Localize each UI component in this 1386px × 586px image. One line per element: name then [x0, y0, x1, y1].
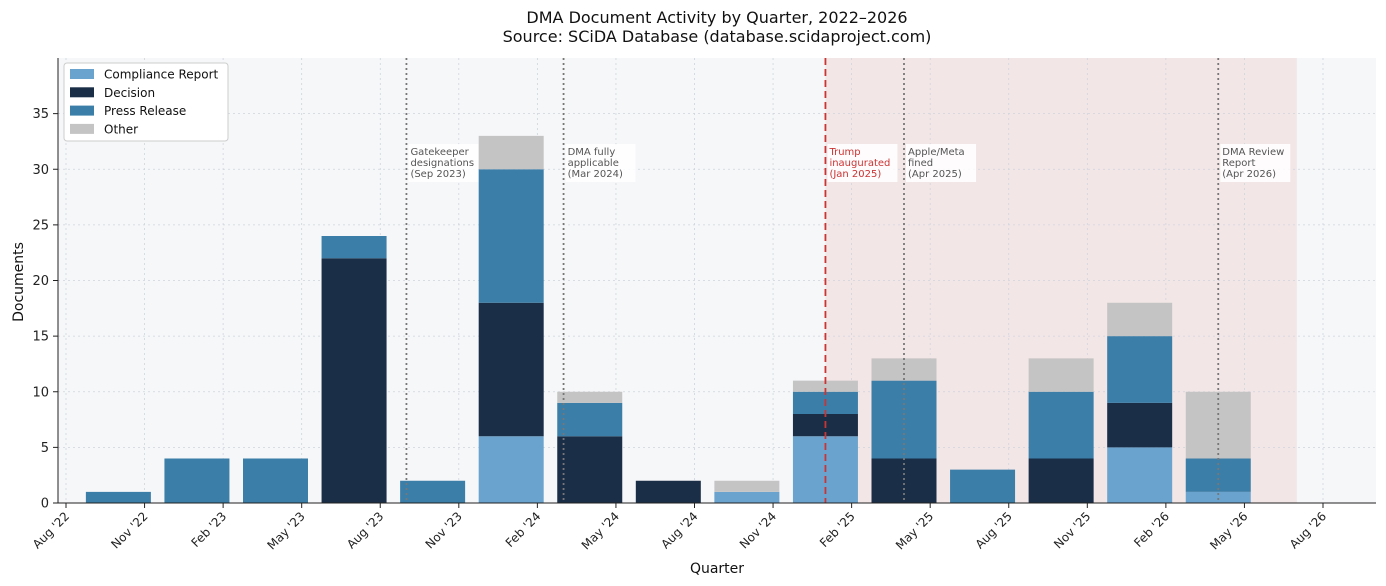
x-tick-label: Nov '23: [423, 509, 465, 551]
bar-press-release: [557, 402, 623, 437]
event-label: (Apr 2026): [1222, 169, 1276, 180]
bar-decision: [1107, 402, 1173, 448]
event-label: DMA fully: [568, 147, 616, 158]
legend-label: Decision: [104, 86, 155, 100]
event-label: Gatekeeper: [410, 147, 469, 158]
bar-press-release: [950, 469, 1016, 503]
bar-other: [478, 135, 544, 170]
bar-press-release: [243, 458, 308, 503]
event-label-bg: [906, 144, 976, 182]
y-tick-label: 15: [32, 330, 49, 345]
bar-other: [792, 380, 858, 392]
event-label: applicable: [568, 158, 619, 169]
bar-other: [557, 391, 623, 403]
bar-press-release: [478, 169, 544, 303]
x-tick-label: Aug '22: [30, 509, 72, 551]
legend-swatch: [70, 105, 94, 116]
event-label-bg: [408, 144, 479, 182]
x-tick-label: May '26: [1207, 509, 1250, 552]
x-tick-label: May '25: [893, 509, 936, 552]
legend-swatch: [70, 69, 94, 79]
x-tick-label: Feb '23: [188, 509, 229, 550]
bar-decision: [871, 458, 937, 503]
y-tick-label: 25: [32, 218, 49, 233]
y-tick-label: 30: [32, 163, 49, 178]
x-tick-label: May '24: [579, 509, 622, 552]
x-tick-label: Nov '25: [1051, 509, 1093, 551]
legend-box: [63, 62, 229, 142]
legend-swatch: [70, 87, 94, 98]
event-label-bg: [1220, 144, 1291, 182]
bar-compliance-report: [1185, 491, 1251, 503]
bar-decision: [1028, 458, 1094, 503]
event-label-bg: [827, 144, 898, 182]
bar-decision: [635, 480, 701, 503]
y-tick-label: 5: [41, 441, 49, 456]
x-axis-label: Quarter: [690, 561, 744, 577]
legend-swatch: [70, 123, 94, 134]
bar-press-release: [164, 458, 230, 503]
event-label: Trump: [828, 147, 860, 158]
y-tick-label: 10: [32, 385, 49, 400]
bar-press-release: [85, 491, 151, 503]
x-tick-label: Feb '24: [503, 509, 544, 550]
event-label: DMA Review: [1222, 147, 1284, 158]
bar-press-release: [1028, 391, 1094, 459]
x-tick-label: Nov '22: [108, 509, 150, 551]
y-tick-label: 0: [41, 497, 49, 512]
bar-decision: [321, 258, 387, 503]
bar-press-release: [400, 480, 466, 503]
chart-subtitle: Source: SCiDA Database (database.scidapr…: [503, 27, 932, 46]
bar-decision: [478, 302, 544, 437]
chart-title: DMA Document Activity by Quarter, 2022–2…: [526, 8, 907, 27]
x-tick-label: Aug '24: [658, 509, 700, 551]
bar-compliance-report: [1107, 447, 1173, 503]
bar-decision: [557, 436, 623, 503]
bar-compliance-report: [714, 491, 780, 503]
bar-press-release: [1107, 336, 1173, 403]
event-label: Report: [1222, 158, 1255, 169]
legend: Compliance Report Decision Press Release Ot…: [63, 62, 229, 142]
event-label: fined: [908, 158, 933, 169]
bar-other: [1028, 358, 1094, 392]
x-tick-label: Aug '25: [973, 509, 1015, 551]
event-label: designations: [410, 158, 474, 169]
event-label: (Apr 2025): [908, 169, 962, 180]
x-tick-label: Feb '25: [817, 509, 858, 550]
legend-label: Compliance Report: [104, 68, 219, 82]
bar-press-release: [321, 236, 387, 259]
x-tick-label: Feb '26: [1131, 509, 1172, 550]
y-tick-label: 20: [32, 274, 49, 289]
bar-other: [1185, 391, 1251, 459]
bar-compliance-report: [478, 436, 544, 503]
x-tick-label: Aug '23: [344, 509, 386, 551]
legend-label: Other: [104, 122, 138, 136]
event-label: (Sep 2023): [410, 169, 465, 180]
y-tick-label: 35: [32, 107, 49, 122]
event-label-bg: [565, 144, 636, 182]
bar-other: [714, 480, 780, 492]
legend-label: Press Release: [104, 104, 186, 118]
event-label: inaugurated: [829, 158, 890, 169]
event-label: (Jan 2025): [829, 169, 881, 180]
bar-other: [1107, 302, 1173, 337]
x-tick-label: Nov '24: [737, 509, 779, 551]
x-tick-label: May '23: [265, 509, 308, 552]
x-tick-label: Aug '26: [1287, 509, 1329, 551]
event-label: (Mar 2024): [568, 169, 623, 180]
event-label: Apple/Meta: [908, 147, 965, 158]
y-axis-label: Documents: [11, 242, 27, 322]
